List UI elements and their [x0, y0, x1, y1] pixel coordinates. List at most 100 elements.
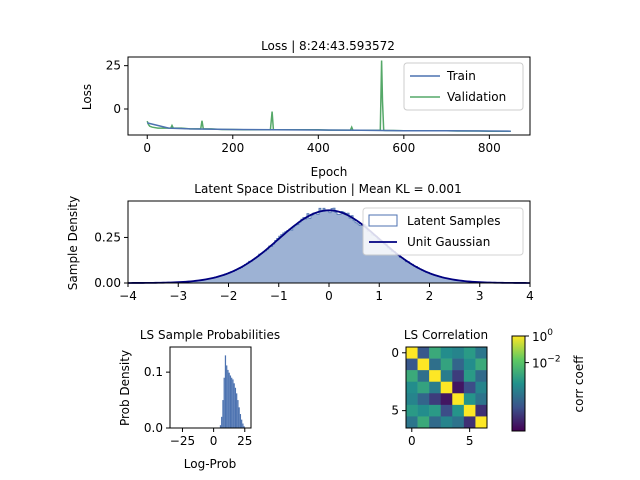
- corr-cell: [475, 393, 488, 406]
- legend-latent-label: Latent Samples: [407, 214, 501, 228]
- corr-cell: [429, 404, 442, 417]
- prob-bar: [227, 369, 229, 428]
- latent-xtick-label: −4: [119, 289, 137, 303]
- latent-legend: Latent Samples Unit Gaussian: [362, 207, 524, 256]
- loss-xtick-label: 0: [143, 141, 151, 155]
- prob-title: LS Sample Probabilities: [140, 328, 280, 342]
- corr-cell: [440, 358, 453, 371]
- corr-cell: [452, 370, 465, 383]
- loss-ytick-label: 25: [106, 59, 121, 73]
- latent-xtick-label: 2: [426, 289, 434, 303]
- corr-cell: [406, 404, 418, 417]
- colorbar-label: corr coeff: [572, 355, 586, 413]
- corr-marks: [406, 347, 488, 429]
- unit-gaussian-line: [127, 209, 531, 284]
- corr-cell: [463, 370, 476, 383]
- prob-xtick-label: 0: [210, 434, 218, 448]
- loss-ylabel: Loss: [80, 84, 94, 110]
- loss-xtick-label: 600: [392, 141, 415, 155]
- prob-bar: [232, 379, 234, 428]
- corr-cell: [429, 347, 442, 359]
- corr-cell: [440, 393, 453, 406]
- loss-legend: Train Validation: [403, 62, 524, 111]
- corr-xtick-label: 0: [408, 434, 416, 448]
- prob-xlabel: Log-Prob: [184, 457, 236, 471]
- prob-bar: [236, 393, 238, 428]
- loss-ytick-label: 0: [113, 102, 121, 116]
- prob-bar: [219, 425, 222, 428]
- corr-cell: [417, 381, 430, 394]
- prob-bar: [231, 377, 233, 428]
- latent-xtick-label: 1: [375, 289, 383, 303]
- prob-bar: [241, 419, 243, 428]
- latent-legend-box: [362, 207, 524, 256]
- latent-marks: [127, 207, 531, 284]
- loss-ticks: 0 200 400 600 800 25 0: [106, 59, 501, 155]
- loss-xlabel: Epoch: [311, 165, 348, 179]
- corr-cell: [406, 381, 418, 394]
- prob-bar: [237, 400, 239, 428]
- corr-xtick-label: 5: [466, 434, 474, 448]
- corr-cell: [417, 347, 430, 359]
- prob-bar: [243, 426, 245, 428]
- loss-title: Loss | 8:24:43.593572: [261, 39, 395, 53]
- colorbar-ticks: 100 10−2: [525, 328, 561, 371]
- prob-bar: [226, 365, 228, 428]
- corr-cell: [463, 381, 476, 394]
- prob-bar: [222, 400, 224, 428]
- prob-bar: [223, 377, 225, 428]
- corr-panel: LS Correlation 0 5 0 5 100 10−2 corr coeff: [391, 328, 586, 448]
- corr-cell: [475, 370, 488, 383]
- corr-cell: [463, 404, 476, 417]
- latent-ylabel: Sample Density: [66, 196, 80, 290]
- colorbar: [511, 335, 526, 432]
- latent-xtick-label: −2: [220, 289, 238, 303]
- corr-cell: [475, 404, 488, 417]
- loss-panel: Loss | 8:24:43.593572 0 200 400 600 800 25 0 E…: [80, 39, 531, 179]
- loss-xtick-label: 800: [478, 141, 501, 155]
- corr-cell: [463, 358, 476, 371]
- latent-ticks: −4 −3 −2 −1 0 1 2 3 4 0.00 0.25: [94, 230, 534, 303]
- colorbar-tick-label: 100: [532, 328, 553, 344]
- corr-cell: [452, 404, 465, 417]
- latent-ytick-label: 0.25: [94, 230, 121, 244]
- corr-cell: [452, 416, 465, 429]
- latent-xtick-label: 0: [325, 289, 333, 303]
- corr-cell: [406, 393, 418, 406]
- corr-ytick-label: 5: [391, 404, 399, 418]
- corr-cell: [440, 347, 453, 359]
- latent-xtick-label: −1: [270, 289, 288, 303]
- corr-cell: [475, 416, 488, 429]
- prob-plot-frame: [169, 346, 252, 429]
- prob-ytick-label: 0.1: [144, 365, 163, 379]
- corr-cell: [429, 416, 442, 429]
- prob-bar: [228, 372, 230, 428]
- legend-latent-patch: [368, 214, 398, 227]
- corr-cell: [463, 416, 476, 429]
- loss-legend-box: [403, 62, 524, 111]
- loss-marks: [146, 60, 511, 132]
- corr-cell: [475, 347, 488, 359]
- corr-cell: [452, 358, 465, 371]
- corr-cell: [452, 347, 465, 359]
- colorbar-tick-label: 10−2: [532, 355, 561, 371]
- prob-bar: [239, 414, 242, 428]
- latent-xtick-label: 4: [526, 289, 534, 303]
- colorbar-tick-exponent: −2: [547, 355, 560, 365]
- corr-cell: [417, 404, 430, 417]
- legend-validation-label: Validation: [447, 90, 506, 104]
- loss-xtick-label: 400: [307, 141, 330, 155]
- colorbar-tick-exponent: 0: [547, 328, 553, 338]
- corr-cell: [429, 358, 442, 371]
- corr-cell: [417, 370, 430, 383]
- corr-cell: [429, 381, 442, 394]
- corr-ytick-label: 0: [391, 346, 399, 360]
- latent-ytick-label: 0.00: [94, 276, 121, 290]
- prob-ytick-label: 0.0: [144, 421, 163, 435]
- corr-cell: [475, 358, 488, 371]
- corr-cell: [406, 416, 418, 429]
- corr-cell: [475, 381, 488, 394]
- corr-cell: [417, 393, 430, 406]
- corr-cell: [429, 393, 442, 406]
